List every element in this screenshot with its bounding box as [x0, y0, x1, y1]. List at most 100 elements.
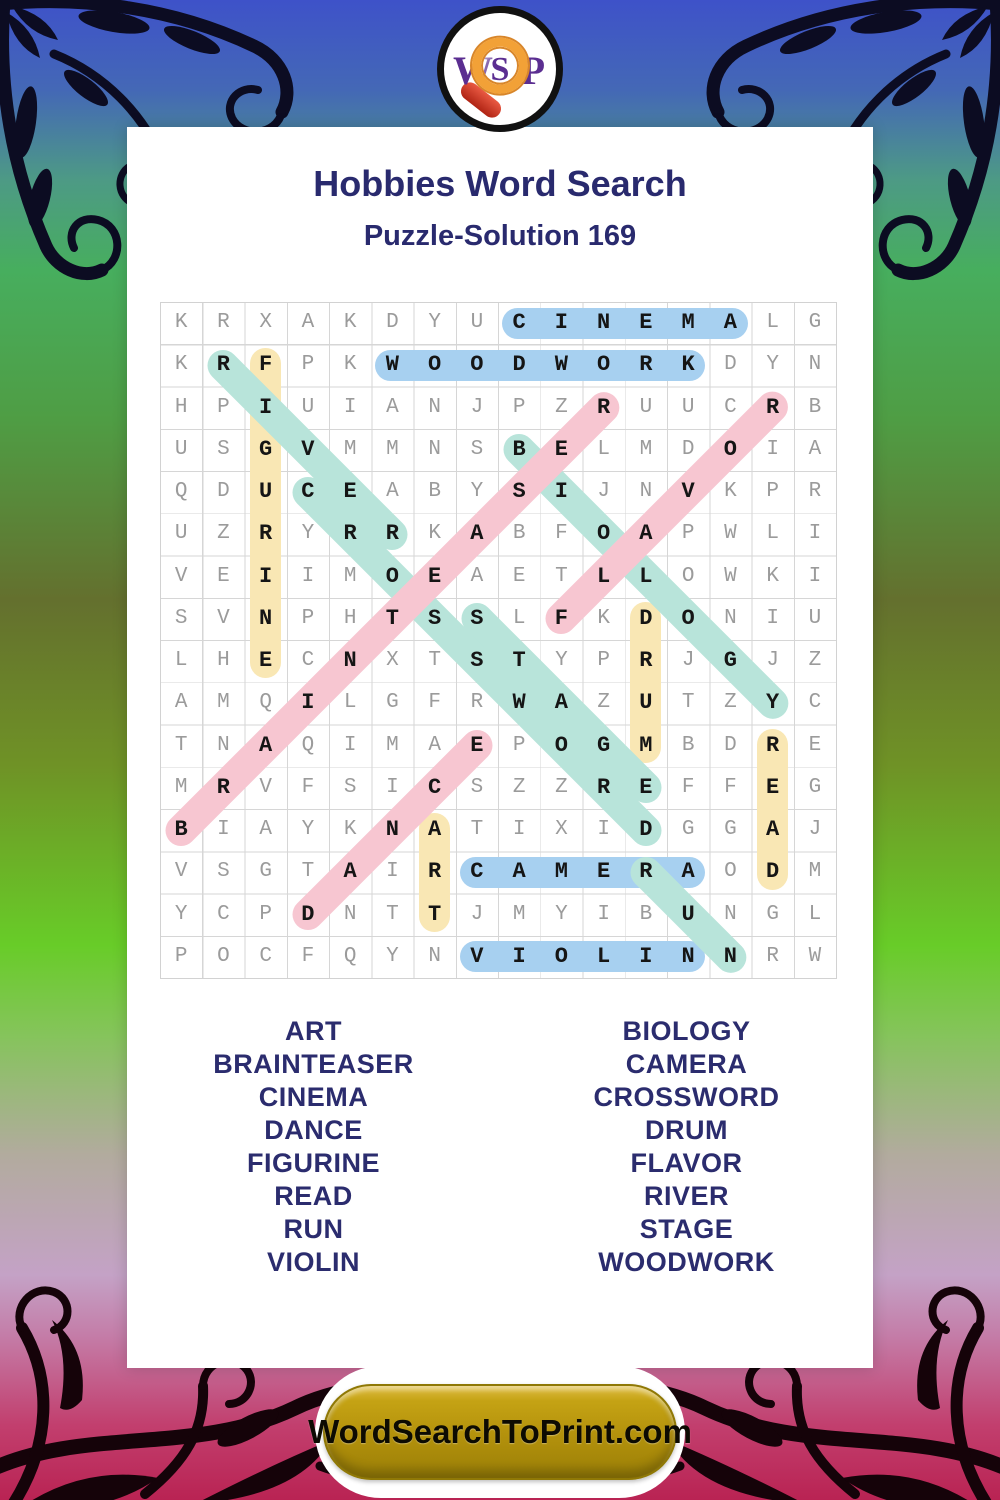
grid-cell: H — [343, 606, 357, 630]
grid-cell: U — [808, 606, 822, 630]
grid-cell: K — [174, 353, 188, 377]
site-button-label: WordSearchToPrint.com — [308, 1413, 692, 1450]
grid-cell: O — [681, 605, 695, 631]
grid-cell: U — [681, 901, 695, 927]
highlight-capsule-art — [419, 813, 451, 932]
grid-cell: P — [597, 649, 610, 672]
grid-cell: T — [386, 902, 399, 926]
grid-cell: E — [766, 774, 780, 800]
grid-cell: N — [259, 605, 273, 631]
grid-cell: L — [766, 522, 779, 546]
grid-cell: N — [428, 437, 441, 461]
grid-cell: N — [724, 606, 737, 630]
grid-cell: I — [301, 690, 315, 716]
grid-cell: R — [217, 311, 230, 334]
grid-cell: I — [766, 606, 779, 630]
word-list-item: CAMERA — [625, 1049, 748, 1079]
grid-cell: K — [724, 480, 737, 503]
grid-cell: G — [259, 436, 273, 462]
grid-cell: O — [723, 436, 737, 462]
grid-cell: U — [470, 311, 484, 334]
grid-cell: C — [512, 310, 526, 335]
grid-cell: U — [174, 522, 188, 546]
grid-cell: R — [766, 944, 779, 968]
grid-cell: O — [470, 352, 484, 378]
grid-cell: H — [217, 649, 230, 672]
grid-cell: P — [259, 902, 272, 926]
grid-cell: J — [470, 395, 484, 419]
word-list-item: READ — [274, 1181, 353, 1211]
highlight-capsule-drum — [630, 601, 662, 763]
grid-cell: I — [512, 818, 526, 841]
grid-cell: E — [808, 733, 822, 757]
grid-cell: O — [554, 943, 568, 969]
grid-cell: C — [217, 902, 230, 926]
grid-cell: U — [639, 690, 653, 716]
grid-cell: E — [639, 774, 653, 800]
grid-cell: Y — [174, 902, 188, 926]
grid-cell: Q — [259, 691, 272, 715]
grid-cell: O — [681, 564, 695, 588]
grid-cell: E — [470, 732, 484, 758]
grid-cell: A — [681, 859, 695, 885]
grid-cell: D — [766, 859, 780, 885]
grid-cell: F — [301, 944, 315, 968]
grid-cell: I — [554, 479, 568, 504]
grid-cell: I — [343, 395, 357, 419]
grid-cell: K — [766, 564, 779, 588]
grid-cell: L — [766, 311, 779, 334]
grid-cell: R — [639, 648, 653, 673]
grid-cell: Q — [301, 733, 315, 757]
grid-cell: Y — [470, 480, 484, 503]
grid-cell: L — [597, 563, 611, 589]
grid-cell: N — [428, 395, 441, 419]
grid-cell: M — [512, 902, 526, 926]
word-list-item: BRAINTEASER — [213, 1049, 414, 1079]
grid-cell: A — [428, 733, 441, 757]
grid-cell: U — [681, 395, 695, 419]
grid-cell: R — [216, 352, 230, 378]
grid-cell: C — [470, 859, 484, 885]
grid-cell: O — [597, 521, 611, 547]
grid-cell: O — [217, 944, 230, 968]
grid-cell: Z — [724, 691, 737, 715]
grid-cell: K — [343, 818, 357, 841]
grid-cell: S — [512, 479, 526, 504]
grid-cell: V — [681, 479, 695, 504]
highlight-capsule-woodwork — [375, 349, 706, 381]
grid-cell: Y — [301, 522, 315, 546]
page-title: Hobbies Word Search — [313, 163, 687, 204]
grid-cell: A — [259, 732, 273, 758]
grid-cell: E — [428, 563, 442, 589]
grid-cell: N — [217, 733, 230, 757]
grid-cell: P — [217, 395, 230, 419]
grid-cell: R — [470, 691, 484, 715]
grid-cell: W — [554, 352, 568, 378]
grid-cell: F — [428, 691, 441, 715]
word-list-item: CROSSWORD — [593, 1082, 780, 1112]
grid-cell: G — [766, 902, 779, 926]
grid-cell: C — [724, 395, 737, 419]
grid-cell: S — [174, 606, 188, 630]
logo-magnifier-ring-icon — [472, 37, 528, 94]
grid-cell: G — [724, 818, 737, 841]
grid-cell: G — [597, 732, 611, 758]
grid-cell: U — [639, 395, 653, 419]
grid-cell: X — [259, 311, 272, 334]
grid-cell: T — [385, 605, 399, 631]
grid-cell: A — [512, 859, 526, 885]
grid-cell: I — [766, 437, 779, 461]
grid-cell: M — [386, 437, 399, 461]
grid-cell: X — [386, 649, 399, 672]
grid-cell: E — [554, 436, 568, 462]
grid-cell: R — [766, 394, 780, 420]
grid-cell: B — [174, 817, 188, 842]
grid-cell: A — [343, 859, 357, 885]
grid-cell: J — [470, 902, 484, 926]
grid-cell: M — [554, 859, 568, 885]
grid-cell: M — [343, 437, 357, 461]
site-button[interactable]: WordSearchToPrint.com — [308, 1384, 692, 1480]
word-list-item: CINEMA — [258, 1082, 369, 1112]
grid-cell: N — [343, 902, 357, 926]
